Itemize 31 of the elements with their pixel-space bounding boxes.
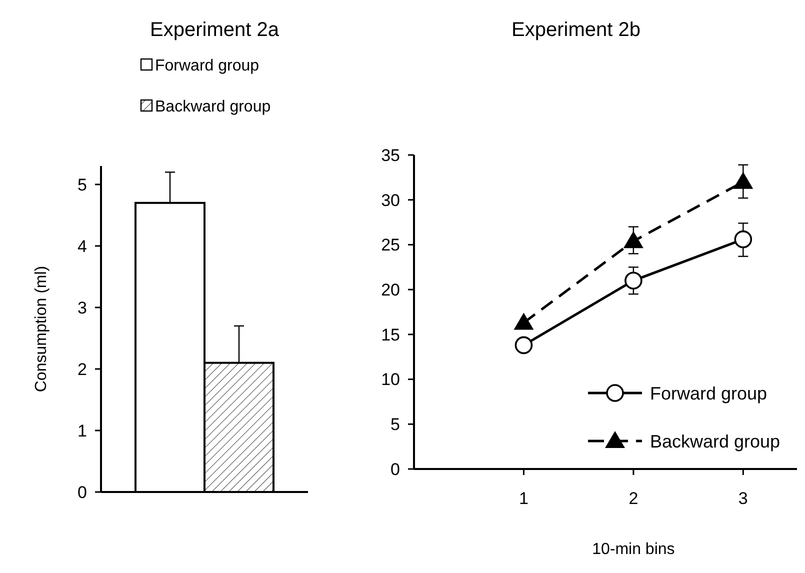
y-axis-title: Consumption (ml) xyxy=(33,266,50,392)
y-tick-label: 1 xyxy=(78,421,87,440)
point xyxy=(514,336,533,354)
legend-label: Forward group xyxy=(650,383,768,404)
y-tick-label: 3 xyxy=(78,298,87,318)
y-tick-label: 35 xyxy=(381,146,400,165)
y-tick-label: 5 xyxy=(78,175,87,194)
legend-label: Backward group xyxy=(155,98,271,116)
y-tick-label: 4 xyxy=(78,236,87,256)
x-axis-title: 10-min bins xyxy=(592,541,675,558)
x-tick-label: 1 xyxy=(518,489,528,508)
point xyxy=(733,172,754,189)
y-tick-label: 5 xyxy=(390,415,400,434)
x-tick-label: 2 xyxy=(628,489,638,508)
point xyxy=(623,231,644,248)
x-tick-label: 3 xyxy=(738,489,748,508)
y-tick-label: 25 xyxy=(381,236,400,255)
point xyxy=(734,230,752,248)
y-tick-label: 15 xyxy=(381,325,400,344)
y-tick-label: 30 xyxy=(381,190,400,210)
point xyxy=(514,312,534,330)
y-tick-label: 2 xyxy=(78,360,87,379)
y-tick-label: 0 xyxy=(390,460,400,479)
legend-label: Forward group xyxy=(155,58,260,75)
chart-title: Experiment 2a xyxy=(150,19,280,41)
point xyxy=(624,272,642,290)
y-tick-label: 0 xyxy=(78,482,87,502)
chart-title: Experiment 2b xyxy=(512,19,640,41)
y-tick-label: 20 xyxy=(381,280,400,300)
legend-label: Backward group xyxy=(650,431,780,452)
y-tick-label: 10 xyxy=(381,370,400,390)
